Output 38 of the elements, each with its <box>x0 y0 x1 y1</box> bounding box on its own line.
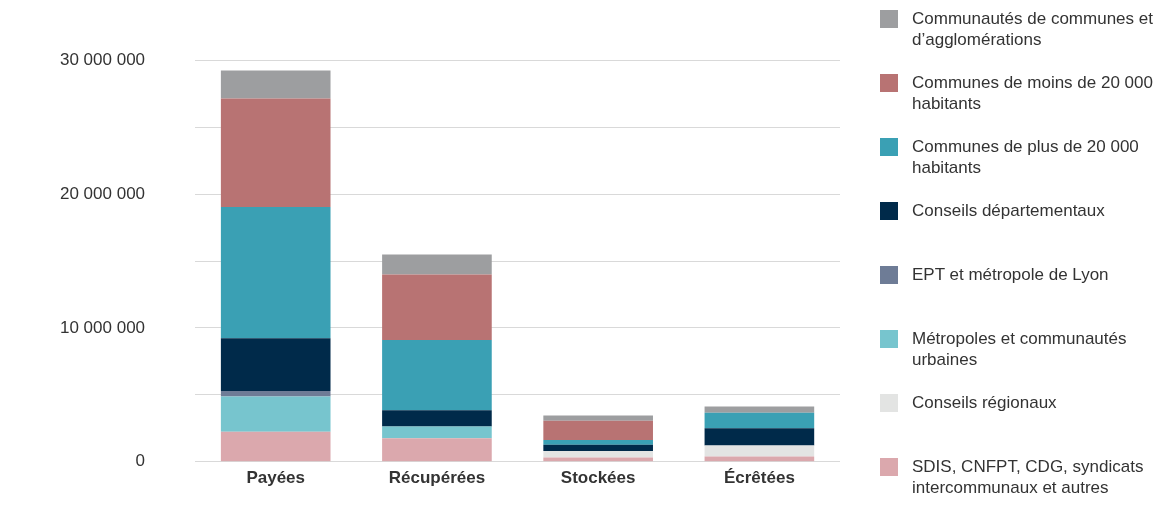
bar <box>543 444 653 452</box>
bar <box>382 426 492 439</box>
bar <box>543 415 653 421</box>
legend-label: Conseils régionaux <box>912 392 1057 413</box>
bar <box>543 420 653 441</box>
bar <box>220 391 331 397</box>
bar <box>220 338 331 392</box>
legend-label: Métropoles et communautés urbaines <box>912 328 1128 370</box>
bar <box>220 431 331 462</box>
legend-label: Communes de plus de 20 000 habitants <box>912 136 1140 178</box>
bar <box>543 440 653 445</box>
legend-label: Communautés de communes et d’agglomérations <box>912 8 1154 50</box>
bar <box>704 412 815 429</box>
legend-label: SDIS, CNFPT, CDG, syndicats intercommunaux et autres <box>912 456 1145 498</box>
bar <box>220 98 331 208</box>
bar <box>382 410 492 427</box>
bar <box>704 428 815 446</box>
bar <box>543 451 653 458</box>
legend-label: EPT et métropole de Lyon <box>912 264 1109 285</box>
bar <box>220 70 331 99</box>
x-tick-label: Payées <box>246 467 306 487</box>
bar <box>220 207 331 339</box>
y-tick-label: 30 000 000 <box>59 49 146 69</box>
bar <box>220 396 331 432</box>
x-tick-label: Récupérées <box>388 467 486 487</box>
y-tick-label: 10 000 000 <box>59 317 146 337</box>
bar <box>704 406 815 413</box>
bar <box>382 340 492 411</box>
bar <box>382 254 492 275</box>
bar <box>382 274 492 341</box>
x-tick-label: Stockées <box>560 467 636 487</box>
legend-label: Conseils départementaux <box>912 200 1105 221</box>
bar <box>382 438 492 462</box>
bar <box>704 445 815 457</box>
y-tick-label: 0 <box>135 451 146 471</box>
x-tick-label: Écrêtées <box>723 467 795 487</box>
legend-label: Communes de moins de 20 000 habitants <box>912 72 1154 114</box>
y-tick-label: 20 000 000 <box>59 183 146 203</box>
